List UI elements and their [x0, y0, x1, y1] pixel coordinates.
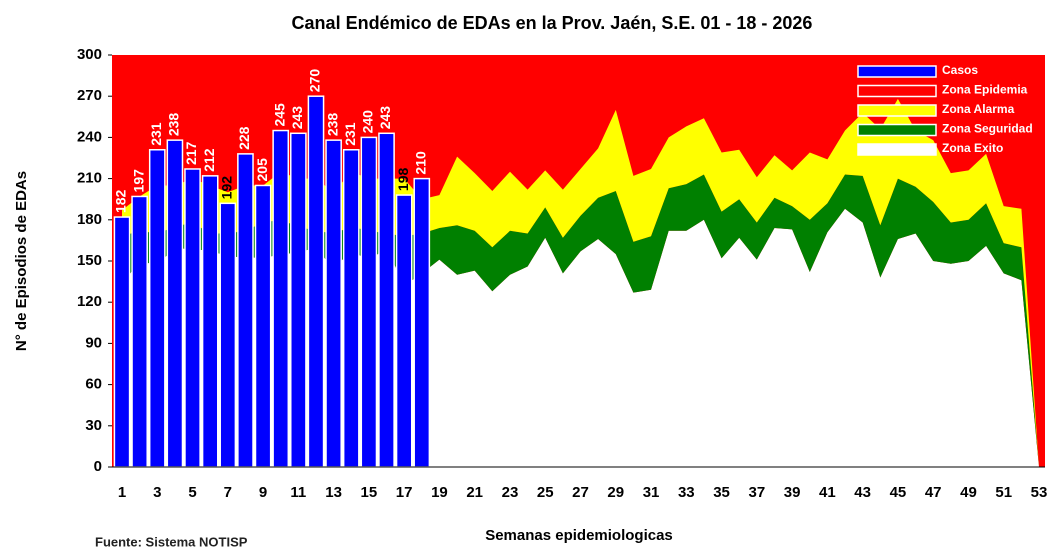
x-tick-label: 47 [925, 484, 942, 501]
legend-swatch [857, 84, 937, 98]
y-tick-label: 180 [77, 211, 102, 228]
legend-swatch [857, 104, 937, 117]
x-tick-label: 53 [1031, 484, 1048, 501]
bar [254, 184, 272, 468]
x-tick-label: 15 [361, 484, 378, 501]
x-tick-label: 51 [995, 484, 1012, 501]
data-label: 270 [307, 69, 323, 93]
data-label: 238 [166, 113, 182, 137]
x-tick-label: 43 [854, 484, 871, 501]
x-tick-label: 13 [325, 484, 342, 501]
legend: Casos Zona Epidemia Zona Alarma Zona Seguri… [857, 63, 1033, 156]
bar [307, 95, 325, 468]
data-label: 231 [148, 122, 164, 146]
x-tick-label: 21 [466, 484, 483, 501]
x-tick-label: 49 [960, 484, 977, 501]
x-tick-label: 31 [643, 484, 660, 501]
y-tick-label: 0 [94, 458, 102, 475]
y-tick-label: 30 [85, 417, 102, 434]
data-label: 217 [183, 141, 199, 165]
y-tick-label: 210 [77, 170, 102, 187]
x-tick-label: 11 [290, 484, 306, 501]
bar [166, 139, 184, 468]
data-label: 238 [324, 113, 340, 137]
x-tick-label: 7 [224, 484, 232, 501]
bar [325, 139, 342, 468]
legend-label: Zona Epidemia [942, 83, 1028, 97]
x-tick-label: 9 [259, 484, 267, 501]
x-tick-label: 39 [784, 484, 801, 501]
y-tick-label: 270 [77, 87, 102, 104]
x-tick-label: 37 [749, 484, 766, 501]
data-label: 205 [254, 158, 270, 182]
bar [131, 195, 148, 468]
legend-label: Zona Alarma [942, 102, 1015, 116]
y-tick-label: 120 [77, 293, 102, 310]
bar [237, 153, 254, 468]
x-tick-label: 29 [607, 484, 624, 501]
data-label: 245 [271, 103, 287, 127]
bar [360, 136, 378, 468]
y-tick-label: 90 [85, 334, 102, 351]
bar [290, 132, 307, 468]
bar [113, 216, 131, 468]
data-label: 192 [219, 176, 235, 200]
x-tick-label: 19 [431, 484, 448, 501]
x-axis-label: Semanas epidemiologicas [485, 527, 673, 544]
bar [395, 194, 413, 468]
data-label: 243 [377, 106, 393, 130]
y-tick-label: 240 [77, 128, 102, 145]
legend-swatch [857, 123, 937, 137]
x-tick-label: 1 [118, 484, 126, 501]
x-tick-label: 25 [537, 484, 554, 501]
x-tick-label: 23 [502, 484, 519, 501]
bar [219, 202, 237, 468]
x-tick-label: 5 [188, 484, 196, 501]
bar [148, 149, 166, 468]
bar [378, 132, 395, 468]
bar [201, 175, 219, 468]
data-label: 240 [360, 110, 376, 134]
y-tick-label: 150 [77, 252, 102, 269]
x-tick-label: 45 [890, 484, 907, 501]
x-tick-label: 41 [819, 484, 836, 501]
legend-label: Zona Seguridad [942, 122, 1033, 136]
legend-label: Zona Exito [942, 141, 1003, 155]
bar [342, 149, 360, 468]
x-tick-label: 3 [153, 484, 161, 501]
data-label: 231 [342, 122, 358, 146]
legend-swatch [857, 143, 937, 156]
x-tick-label: 35 [713, 484, 730, 501]
data-label: 228 [236, 126, 252, 150]
data-label: 197 [130, 169, 146, 193]
y-tick-label: 60 [85, 376, 102, 393]
x-tick-label: 17 [396, 484, 413, 501]
data-label: 210 [412, 151, 428, 175]
data-label: 182 [113, 189, 129, 213]
y-axis-label: N° de Episodios de EDAs [13, 171, 30, 351]
legend-label: Casos [942, 63, 978, 77]
chart-title: Canal Endémico de EDAs en la Prov. Jaén,… [292, 13, 813, 33]
data-label: 198 [395, 168, 411, 192]
source-note: Fuente: Sistema NOTISP [95, 534, 248, 547]
data-label: 243 [289, 106, 305, 130]
x-tick-label: 27 [572, 484, 589, 501]
bar [184, 168, 201, 468]
bar [272, 129, 290, 468]
bar [413, 177, 431, 468]
x-tick-label: 33 [678, 484, 695, 501]
legend-swatch [857, 65, 937, 78]
y-tick-label: 300 [77, 46, 102, 63]
data-label: 212 [201, 148, 217, 172]
